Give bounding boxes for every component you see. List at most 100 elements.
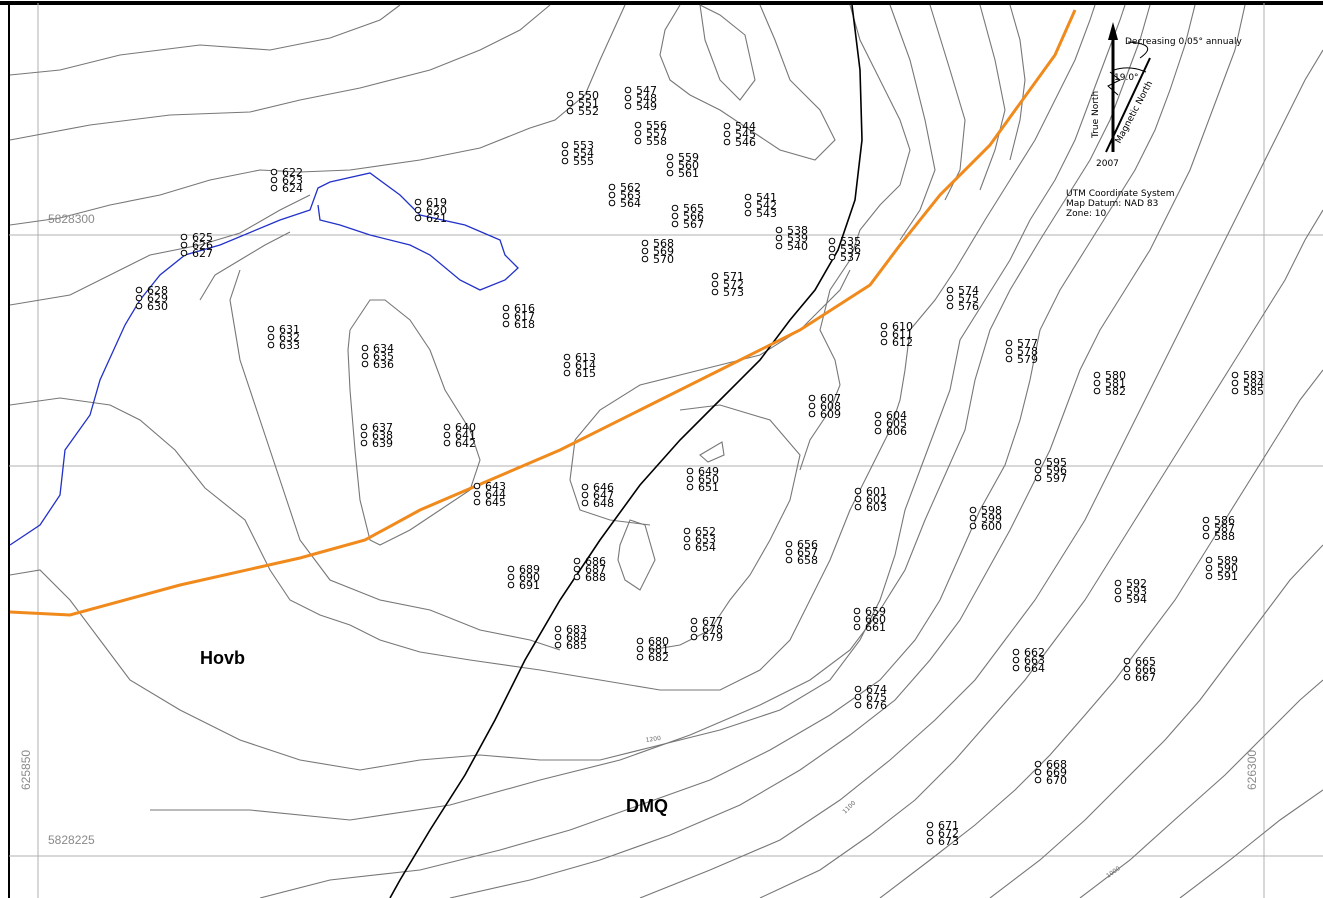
sample-point-marker[interactable] [267, 341, 275, 349]
sample-point-marker[interactable] [1123, 657, 1131, 665]
sample-point-marker[interactable] [1034, 474, 1042, 482]
sample-point-marker[interactable] [711, 280, 719, 288]
sample-point-marker[interactable] [554, 641, 562, 649]
sample-point-marker[interactable] [624, 102, 632, 110]
sample-point-marker[interactable] [683, 527, 691, 535]
sample-point-marker[interactable] [785, 540, 793, 548]
sample-point-marker[interactable] [563, 353, 571, 361]
sample-point-marker[interactable] [270, 184, 278, 192]
sample-point-marker[interactable] [744, 209, 752, 217]
sample-point-marker[interactable] [926, 821, 934, 829]
sample-point-marker[interactable] [473, 490, 481, 498]
sample-point-marker[interactable] [874, 419, 882, 427]
sample-point-marker[interactable] [690, 617, 698, 625]
sample-point-marker[interactable] [135, 302, 143, 310]
sample-point-marker[interactable] [1012, 664, 1020, 672]
sample-point-marker[interactable] [880, 338, 888, 346]
sample-point-marker[interactable] [414, 198, 422, 206]
sample-point-marker[interactable] [853, 607, 861, 615]
sample-point-marker[interactable] [785, 548, 793, 556]
sample-point-marker[interactable] [581, 499, 589, 507]
sample-point-marker[interactable] [723, 122, 731, 130]
sample-point-marker[interactable] [854, 701, 862, 709]
sample-point-marker[interactable] [808, 410, 816, 418]
sample-point-marker[interactable] [581, 491, 589, 499]
sample-point-marker[interactable] [854, 693, 862, 701]
sample-point-marker[interactable] [608, 183, 616, 191]
sample-point-marker[interactable] [1012, 648, 1020, 656]
sample-point-marker[interactable] [507, 565, 515, 573]
sample-point-marker[interactable] [608, 199, 616, 207]
sample-point-marker[interactable] [880, 330, 888, 338]
sample-point-marker[interactable] [563, 369, 571, 377]
sample-point-marker[interactable] [641, 255, 649, 263]
sample-point-marker[interactable] [1205, 572, 1213, 580]
sample-point-marker[interactable] [414, 214, 422, 222]
sample-point-marker[interactable] [473, 498, 481, 506]
sample-point-marker[interactable] [573, 565, 581, 573]
sample-point-marker[interactable] [641, 239, 649, 247]
sample-point-marker[interactable] [502, 304, 510, 312]
sample-point-marker[interactable] [1034, 760, 1042, 768]
sample-point-marker[interactable] [563, 361, 571, 369]
sample-point-marker[interactable] [361, 344, 369, 352]
sample-point-marker[interactable] [666, 161, 674, 169]
sample-point-marker[interactable] [1123, 665, 1131, 673]
sample-point-marker[interactable] [723, 130, 731, 138]
sample-point-marker[interactable] [1093, 387, 1101, 395]
sample-point-marker[interactable] [723, 138, 731, 146]
sample-point-marker[interactable] [1012, 656, 1020, 664]
sample-point-marker[interactable] [135, 294, 143, 302]
sample-point-marker[interactable] [270, 176, 278, 184]
sample-point-marker[interactable] [414, 206, 422, 214]
sample-point-marker[interactable] [1202, 524, 1210, 532]
sample-point-marker[interactable] [1034, 768, 1042, 776]
sample-point-marker[interactable] [267, 333, 275, 341]
sample-point-marker[interactable] [666, 169, 674, 177]
sample-point-marker[interactable] [853, 623, 861, 631]
sample-point-marker[interactable] [502, 312, 510, 320]
sample-point-marker[interactable] [775, 226, 783, 234]
sample-point-marker[interactable] [180, 241, 188, 249]
sample-point-marker[interactable] [808, 402, 816, 410]
sample-point-marker[interactable] [561, 157, 569, 165]
sample-point-marker[interactable] [360, 439, 368, 447]
sample-point-marker[interactable] [828, 237, 836, 245]
sample-point-marker[interactable] [1034, 776, 1042, 784]
sample-point-marker[interactable] [946, 302, 954, 310]
sample-point-marker[interactable] [566, 107, 574, 115]
sample-point-marker[interactable] [744, 201, 752, 209]
sample-point-marker[interactable] [969, 514, 977, 522]
sample-point-marker[interactable] [686, 467, 694, 475]
sample-point-marker[interactable] [573, 573, 581, 581]
sample-point-marker[interactable] [926, 829, 934, 837]
sample-point-marker[interactable] [808, 394, 816, 402]
sample-point-marker[interactable] [561, 149, 569, 157]
sample-point-marker[interactable] [270, 168, 278, 176]
sample-point-marker[interactable] [671, 212, 679, 220]
sample-point-marker[interactable] [854, 495, 862, 503]
sample-point-marker[interactable] [874, 411, 882, 419]
sample-point-marker[interactable] [566, 99, 574, 107]
sample-point-marker[interactable] [1093, 379, 1101, 387]
sample-point-marker[interactable] [443, 431, 451, 439]
sample-point-marker[interactable] [135, 286, 143, 294]
sample-point-marker[interactable] [1114, 595, 1122, 603]
sample-point-marker[interactable] [1034, 466, 1042, 474]
sample-point-marker[interactable] [744, 193, 752, 201]
sample-point-marker[interactable] [636, 637, 644, 645]
sample-point-marker[interactable] [180, 249, 188, 257]
sample-point-marker[interactable] [828, 253, 836, 261]
sample-point-marker[interactable] [473, 482, 481, 490]
sample-point-marker[interactable] [1005, 355, 1013, 363]
sample-point-marker[interactable] [634, 137, 642, 145]
sample-point-marker[interactable] [854, 685, 862, 693]
sample-point-marker[interactable] [690, 625, 698, 633]
sample-point-marker[interactable] [1123, 673, 1131, 681]
sample-point-marker[interactable] [608, 191, 616, 199]
sample-point-marker[interactable] [573, 557, 581, 565]
sample-point-marker[interactable] [686, 475, 694, 483]
sample-point-marker[interactable] [926, 837, 934, 845]
sample-point-marker[interactable] [946, 294, 954, 302]
